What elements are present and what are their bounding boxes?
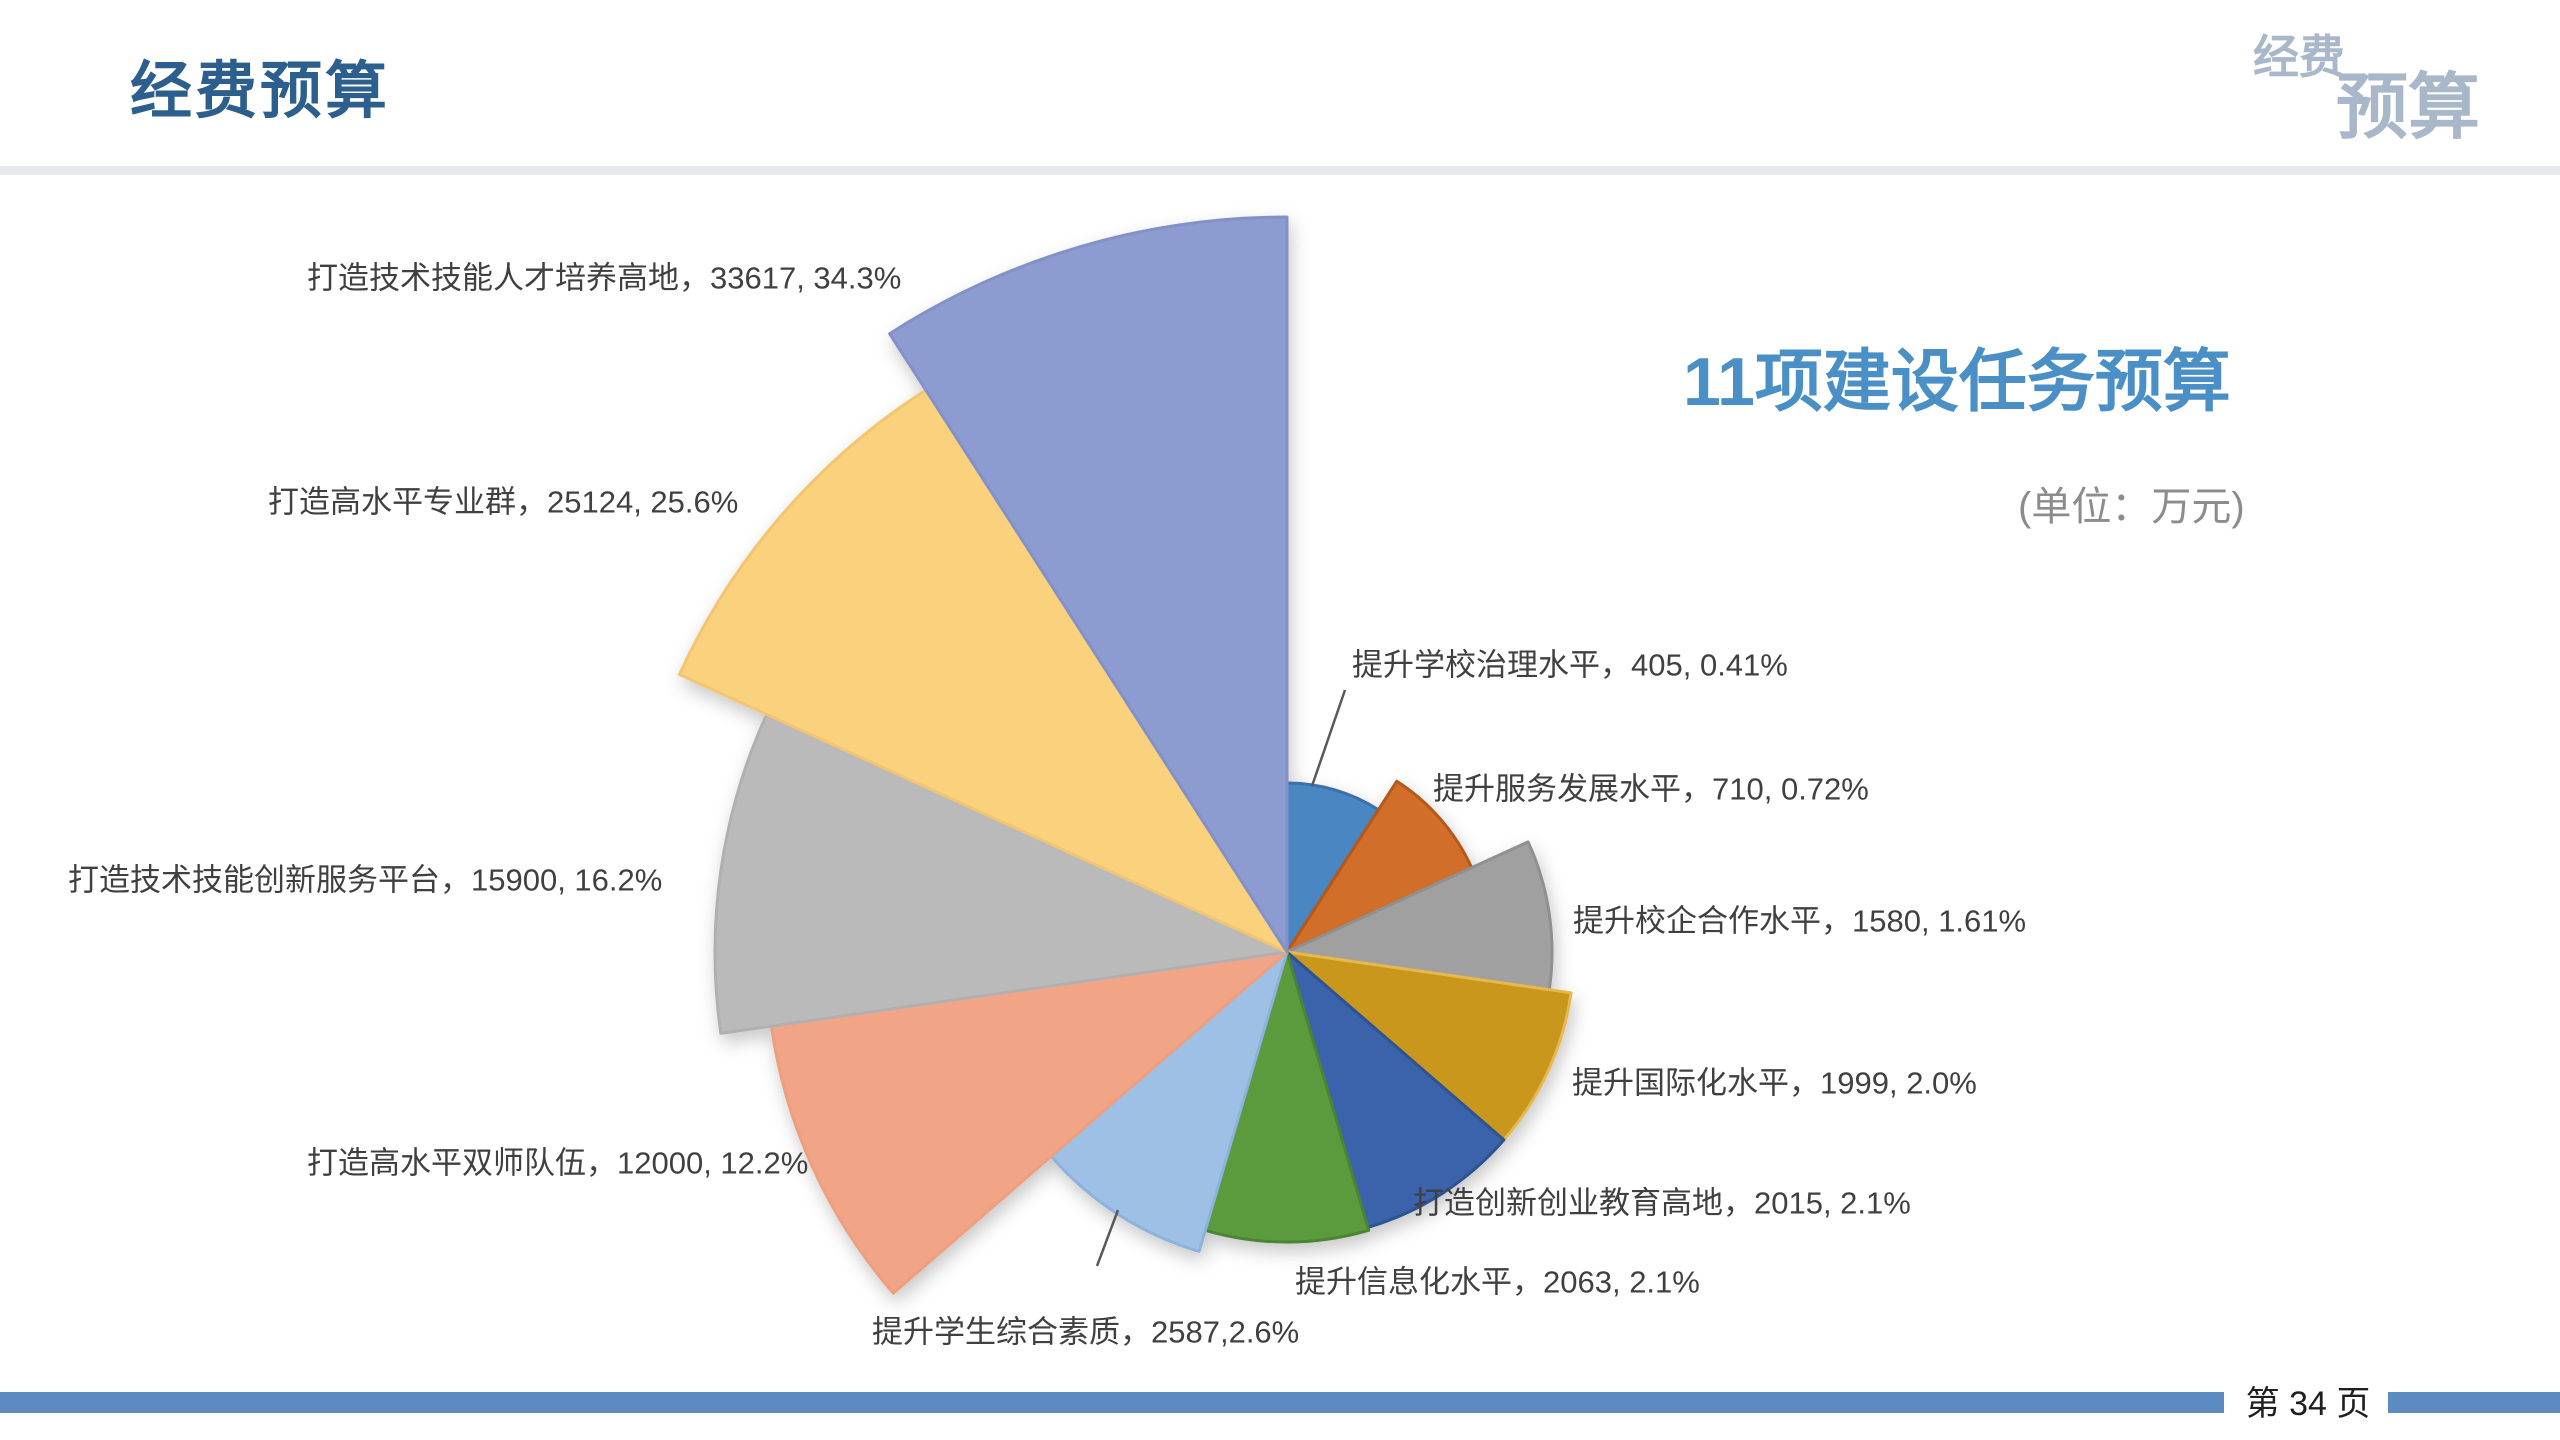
- pie-label-提升国际化水平: 提升国际化水平，1999, 2.0%: [1572, 1065, 1977, 1101]
- pie-slice-提升服务发展水平: [1285, 779, 1474, 954]
- pie-slice-提升信息化水平: [1203, 950, 1371, 1244]
- pie-slice-提升国际化水平: [1285, 950, 1573, 1142]
- pie-label-打造高水平专业群: 打造高水平专业群，25124, 25.6%: [268, 484, 739, 520]
- pie-slice-打造高水平专业群: [677, 388, 1289, 954]
- pie-label-提升信息化水平: 提升信息化水平，2063, 2.1%: [1295, 1264, 1700, 1300]
- pie-label-打造高水平双师队伍: 打造高水平双师队伍，12000, 12.2%: [307, 1145, 809, 1181]
- pie-slice-打造技术技能人才培养高地: [888, 215, 1289, 954]
- pie-label-提升学校治理水平: 提升学校治理水平，405, 0.41%: [1352, 647, 1788, 683]
- pie-label-打造技术技能创新服务平台: 打造技术技能创新服务平台，15900, 16.2%: [68, 862, 663, 898]
- page-number: 第 34 页: [2245, 1385, 2371, 1423]
- header-divider: [0, 166, 2560, 175]
- pie-label-提升学生综合素质: 提升学生综合素质，2587,2.6%: [872, 1314, 1300, 1350]
- watermark-line1: 经费: [2253, 31, 2345, 83]
- pie-slice-提升学校治理水平: [1285, 781, 1380, 954]
- pie-slice-提升学生综合素质: [1049, 950, 1289, 1253]
- pie-label-提升校企合作水平: 提升校企合作水平，1580, 1.61%: [1573, 903, 2027, 939]
- footer-bar-right: [2388, 1392, 2560, 1413]
- page-title: 经费预算: [130, 57, 391, 126]
- pie-slice-提升校企合作水平: [1285, 840, 1554, 992]
- pie-label-打造创新创业教育高地: 打造创新创业教育高地，2015, 2.1%: [1413, 1185, 1911, 1221]
- chart-title: 11项建设任务预算: [1683, 344, 2231, 420]
- leader-line-1: [1095, 1209, 1120, 1267]
- pie-slice-打造高水平双师队伍: [769, 950, 1289, 1295]
- unit-note: (单位：万元): [2018, 485, 2245, 529]
- pie-slice-打造技术技能创新服务平台: [713, 712, 1289, 1035]
- watermark-line2: 预算: [2336, 68, 2481, 148]
- footer-bar-left: [0, 1392, 2224, 1413]
- pie-label-打造技术技能人才培养高地: 打造技术技能人才培养高地，33617, 34.3%: [307, 260, 902, 296]
- leader-line-0: [1310, 689, 1347, 787]
- pie-slice-打造创新创业教育高地: [1285, 950, 1506, 1229]
- pie-label-提升服务发展水平: 提升服务发展水平，710, 0.72%: [1433, 771, 1869, 807]
